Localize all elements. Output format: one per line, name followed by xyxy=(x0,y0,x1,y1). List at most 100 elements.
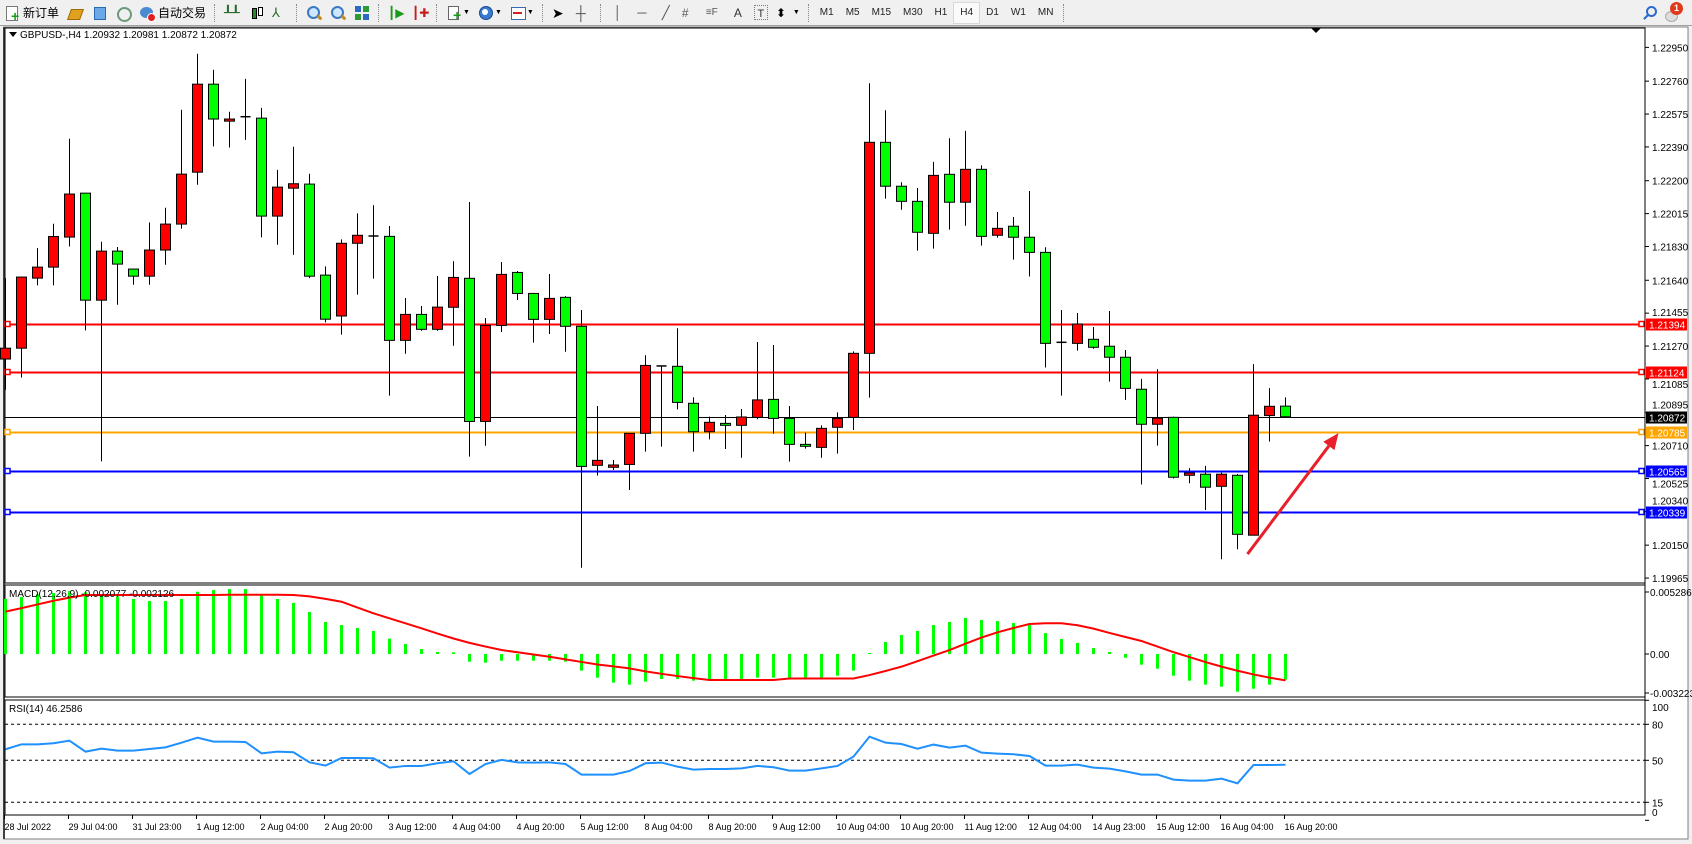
candlestick-chart-button[interactable] xyxy=(245,2,267,24)
candle-body xyxy=(352,234,363,244)
timeframe-m15[interactable]: M15 xyxy=(871,7,892,18)
zoom-in-icon xyxy=(306,5,323,21)
candle-body xyxy=(576,325,587,467)
candle-body xyxy=(128,268,139,277)
candle xyxy=(96,241,107,462)
timeframe-m1[interactable]: M1 xyxy=(819,7,834,18)
notifications-button[interactable]: 1 xyxy=(1662,1,1684,24)
trend-arrow[interactable] xyxy=(1246,433,1339,555)
new-order-label: 新订单 xyxy=(23,6,60,20)
trendline-button[interactable]: ╱ xyxy=(655,2,677,24)
time-axis-label: 3 Aug 12:00 xyxy=(389,822,437,832)
candle xyxy=(1216,472,1227,560)
candle-body xyxy=(1232,474,1243,535)
level-price-tag-bg xyxy=(1646,465,1687,478)
timeframe-w1[interactable]: W1 xyxy=(1010,7,1026,18)
symbol-dropdown-icon[interactable] xyxy=(9,32,17,37)
vertical-line-button[interactable]: │ xyxy=(607,2,629,24)
time-axis: 28 Jul 2022 29 Jul 04:00 31 Jul 23:00 1 Aug… xyxy=(4,815,1338,832)
candle xyxy=(1232,473,1243,550)
candle-body xyxy=(416,313,427,330)
zoom-in-button[interactable] xyxy=(303,2,325,24)
price-axis-label: 1.21455 xyxy=(1652,308,1689,319)
candle xyxy=(832,412,843,454)
candle xyxy=(624,432,635,491)
timeframe-h1[interactable]: H1 xyxy=(934,7,948,18)
horizontal-levels xyxy=(4,320,1645,516)
candle xyxy=(400,298,411,354)
equidistant-channel-button[interactable]: # xyxy=(679,2,701,24)
text-label-button[interactable]: T xyxy=(751,2,771,24)
candle-body xyxy=(496,273,507,326)
candle xyxy=(240,78,251,140)
chart-autoscroll-button[interactable]: ┃▶ xyxy=(385,2,407,24)
level-left-handle xyxy=(4,467,11,475)
auto-trading-icon xyxy=(139,5,157,22)
candle xyxy=(304,173,315,279)
price-axis-label: 1.19965 xyxy=(1652,574,1689,585)
new-order-button[interactable]: + 新订单 xyxy=(1,2,62,24)
candle-body xyxy=(1136,388,1147,425)
arrows-button[interactable]: ⬍ ▼ xyxy=(773,2,803,24)
toolbar-separator xyxy=(541,3,544,22)
candle xyxy=(1136,378,1147,485)
candle-body xyxy=(624,432,635,465)
search-button[interactable] xyxy=(1638,2,1660,24)
signal-icon xyxy=(115,5,133,22)
time-axis-label: 5 Aug 12:00 xyxy=(581,822,629,832)
tile-windows-icon xyxy=(354,5,370,21)
notification-badge: 1 xyxy=(1670,1,1683,15)
fibonacci-icon: ≡F xyxy=(705,6,718,18)
candle-body xyxy=(400,313,411,341)
tile-windows-button[interactable] xyxy=(351,2,373,24)
fibonacci-button[interactable]: ≡F xyxy=(703,2,725,24)
candle xyxy=(576,309,587,568)
candle-body xyxy=(640,364,651,434)
candle xyxy=(272,169,283,245)
navigator-button[interactable] xyxy=(112,2,134,24)
auto-trading-button[interactable]: 自动交易 xyxy=(136,2,209,24)
toolbar-separator xyxy=(807,3,810,22)
candle-body xyxy=(960,168,971,203)
market-watch-button[interactable] xyxy=(64,2,86,24)
zoom-out-button[interactable] xyxy=(327,2,349,24)
chart-shift-button[interactable]: ┃✚ xyxy=(409,2,431,24)
price-axis-label: 1.21830 xyxy=(1652,242,1689,253)
price-axis-label: 1.22575 xyxy=(1652,110,1689,121)
price-axis-label: 1.20150 xyxy=(1652,541,1689,552)
toolbar-separator xyxy=(436,3,438,22)
timeframe-mn[interactable]: MN xyxy=(1037,7,1054,18)
cursor-tool-button[interactable]: ➤ xyxy=(549,2,571,24)
candle-body xyxy=(320,274,331,320)
text-tool-button[interactable]: A xyxy=(727,2,749,24)
chart-shift-marker[interactable] xyxy=(1311,28,1321,33)
main-toolbar: + 新订单 自动交易 ┸┸ ⅄ ┃▶ ┃✚ + ▼ ▼ ▼ ➤ ┼ │ ─ ╱ #… xyxy=(0,0,1692,26)
data-window-button[interactable] xyxy=(88,2,110,24)
candle xyxy=(704,416,715,440)
candle-body xyxy=(32,266,43,279)
crosshair-tool-button[interactable]: ┼ xyxy=(573,2,595,24)
timeframe-h4[interactable]: H4 xyxy=(953,1,981,24)
candle-body xyxy=(96,250,107,301)
price-axis-label: 1.22200 xyxy=(1652,177,1689,188)
candle xyxy=(1040,247,1051,368)
price-axis-label: 1.20895 xyxy=(1652,401,1689,412)
timeframe-d1[interactable]: D1 xyxy=(986,7,999,18)
candle xyxy=(128,268,139,285)
rsi-axis-label: 80 xyxy=(1652,720,1664,731)
macd-axis-label: 0.00 xyxy=(1650,650,1670,661)
price-axis-label: 1.22015 xyxy=(1652,210,1689,221)
timeframe-m5[interactable]: M5 xyxy=(845,7,860,18)
indicators-button[interactable]: + ▼ xyxy=(443,2,473,24)
clock-icon xyxy=(478,5,494,21)
candle-body xyxy=(1248,414,1259,536)
templates-button[interactable]: ▼ xyxy=(507,2,537,24)
time-axis-label: 1 Aug 12:00 xyxy=(197,822,245,832)
bar-chart-button[interactable]: ┸┸ xyxy=(221,2,243,24)
line-chart-button[interactable]: ⅄ xyxy=(269,2,291,24)
timeframe-m30[interactable]: M30 xyxy=(903,7,923,18)
horizontal-line-button[interactable]: ─ xyxy=(631,2,653,24)
periods-button[interactable]: ▼ xyxy=(475,2,505,24)
candle xyxy=(656,365,667,447)
